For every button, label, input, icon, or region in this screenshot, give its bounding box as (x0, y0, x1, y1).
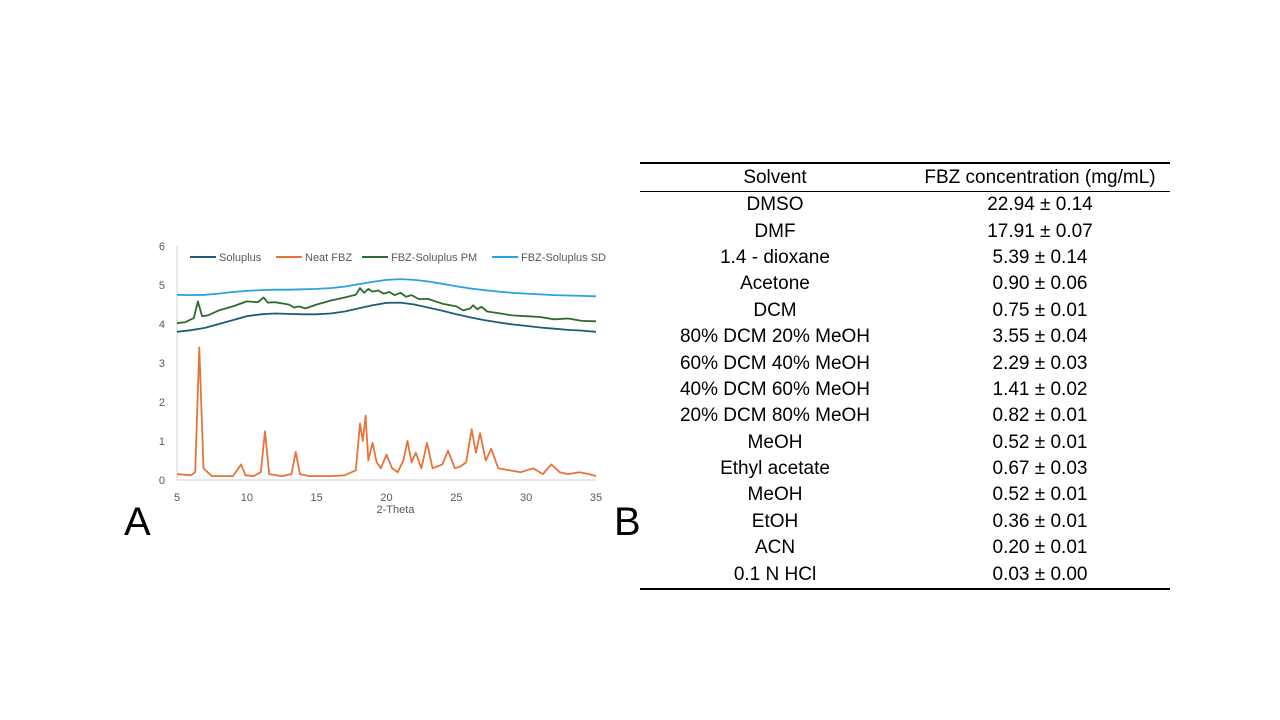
series-line-3 (176, 287, 597, 325)
cell-solvent: MeOH (747, 484, 803, 506)
cell-concentration: 0.52 ± 0.01 (992, 484, 1088, 506)
cell-concentration: 3.55 ± 0.04 (992, 326, 1088, 348)
series-line-2 (176, 346, 597, 478)
cell-solvent: DMF (754, 220, 796, 242)
y-tick-label: 3 (159, 358, 165, 370)
cell-solvent: ACN (754, 537, 796, 559)
y-tick-label: 6 (159, 241, 165, 253)
cell-solvent: 1.4 - dioxane (720, 246, 830, 268)
y-tick-label: 1 (159, 436, 165, 448)
legend-label: FBZ-Soluplus PM (391, 252, 477, 264)
cell-concentration: 0.75 ± 0.01 (992, 299, 1088, 321)
panel-label-b: B (614, 500, 641, 544)
table-row: 0.1 N HCl 0.03 ± 0.00 (640, 561, 1170, 590)
y-tick-label: 2 (159, 397, 165, 409)
x-tick-label: 30 (520, 492, 532, 504)
cell-solvent: EtOH (751, 510, 799, 532)
y-tick-label: 5 (159, 280, 165, 292)
table-row: Ethyl acetate 0.67 ± 0.03 (640, 456, 1170, 482)
cell-concentration: 0.03 ± 0.00 (910, 561, 1170, 590)
series-line-4 (176, 278, 597, 298)
cell-solvent: 0.1 N HCl (640, 561, 910, 590)
x-tick-label: 35 (590, 492, 602, 504)
table-row: Acetone 0.90 ± 0.06 (640, 271, 1170, 297)
cell-concentration: 0.90 ± 0.06 (992, 273, 1088, 295)
cell-solvent: Ethyl acetate (720, 458, 830, 480)
table-row: DCM 0.75 ± 0.01 (640, 298, 1170, 324)
x-tick-label: 15 (311, 492, 323, 504)
cell-solvent: MeOH (747, 431, 803, 453)
table-row: 1.4 - dioxane 5.39 ± 0.14 (640, 245, 1170, 271)
solubility-table-grid: Solvent FBZ concentration (mg/mL) DMSO 22… (640, 162, 1170, 590)
table-row: 20% DCM 80% MeOH 0.82 ± 0.01 (640, 403, 1170, 429)
table-row: DMSO 22.94 ± 0.14 (640, 192, 1170, 219)
series-line-1 (176, 301, 597, 333)
cell-concentration: 0.82 ± 0.01 (992, 405, 1088, 427)
panel-label-a: A (124, 500, 151, 544)
cell-solvent: 60% DCM 40% MeOH (679, 352, 871, 374)
xrd-chart: 0 1 2 3 4 5 6 5 10 15 20 25 30 35 2-Theta Soluplus Neat … (159, 241, 606, 516)
cell-concentration: 1.41 ± 0.02 (992, 378, 1088, 400)
x-tick-label: 10 (241, 492, 253, 504)
y-tick-label: 0 (159, 475, 165, 487)
x-tick-label: 25 (450, 492, 462, 504)
table-row: MeOH 0.52 ± 0.01 (640, 482, 1170, 508)
cell-solvent: 40% DCM 60% MeOH (679, 378, 871, 400)
cell-solvent: 20% DCM 80% MeOH (679, 405, 871, 427)
cell-concentration: 2.29 ± 0.03 (992, 352, 1088, 374)
table-row: 80% DCM 20% MeOH 3.55 ± 0.04 (640, 324, 1170, 350)
cell-concentration: 22.94 ± 0.14 (987, 194, 1093, 216)
x-tick-label: 20 (380, 492, 392, 504)
table-row: 40% DCM 60% MeOH 1.41 ± 0.02 (640, 377, 1170, 403)
cell-concentration: 0.67 ± 0.03 (992, 458, 1088, 480)
cell-concentration: 0.20 ± 0.01 (992, 537, 1088, 559)
cell-solvent: DCM (753, 299, 797, 321)
table-row: DMF 17.91 ± 0.07 (640, 218, 1170, 244)
legend-label: FBZ-Soluplus SD (521, 252, 606, 264)
header-concentration: FBZ concentration (mg/mL) (910, 162, 1170, 192)
table-row: EtOH 0.36 ± 0.01 (640, 509, 1170, 535)
table-row: 60% DCM 40% MeOH 2.29 ± 0.03 (640, 350, 1170, 376)
legend-label: Neat FBZ (305, 252, 352, 264)
solubility-table: Solvent FBZ concentration (mg/mL) DMSO 22… (640, 162, 1170, 590)
table-header-row: Solvent FBZ concentration (mg/mL) (640, 162, 1170, 192)
cell-solvent: 80% DCM 20% MeOH (679, 326, 871, 348)
cell-concentration: 0.36 ± 0.01 (992, 510, 1088, 532)
cell-concentration: 0.52 ± 0.01 (992, 431, 1088, 453)
table-body: DMSO 22.94 ± 0.14 DMF 17.91 ± 0.07 1.4 - dio… (640, 192, 1170, 590)
cell-solvent: DMSO (746, 194, 804, 216)
header-solvent: Solvent (640, 162, 910, 192)
cell-solvent: Acetone (740, 273, 810, 295)
y-tick-label: 4 (159, 319, 165, 331)
table-row: ACN 0.20 ± 0.01 (640, 535, 1170, 561)
cell-concentration: 17.91 ± 0.07 (987, 220, 1093, 242)
cell-concentration: 5.39 ± 0.14 (992, 246, 1088, 268)
legend-label: Soluplus (219, 252, 262, 264)
x-tick-label: 5 (174, 492, 180, 504)
x-axis-title: 2-Theta (377, 504, 416, 516)
table-row: MeOH 0.52 ± 0.01 (640, 430, 1170, 456)
